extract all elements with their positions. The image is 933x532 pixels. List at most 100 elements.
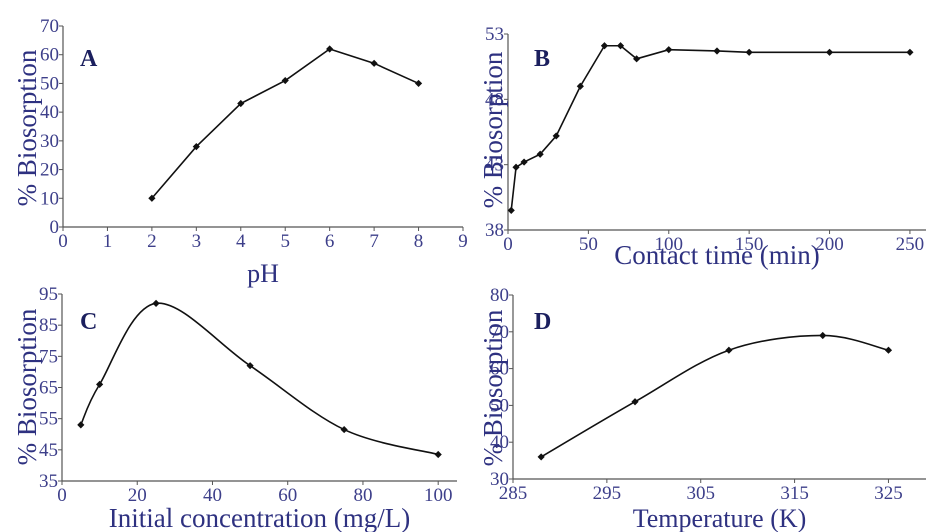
x-tick-label: 6 — [325, 231, 335, 252]
y-tick-label: 55 — [39, 409, 58, 430]
x-tick-label: 80 — [353, 485, 372, 506]
series-line — [151, 48, 419, 199]
x-axis-title: Contact time (min) — [614, 240, 819, 270]
x-tick-label: 20 — [128, 485, 147, 506]
x-axis-title: Initial concentration (mg/L) — [109, 503, 410, 532]
data-point-marker — [340, 425, 348, 434]
y-tick-label: 95 — [39, 284, 58, 305]
y-tick-label: 53 — [485, 24, 504, 45]
y-tick-label: 30 — [490, 469, 509, 490]
panel-label: A — [80, 46, 98, 72]
x-axis-title: pH — [247, 259, 279, 288]
data-point-marker — [148, 194, 156, 202]
y-axis-title: % Biosorption — [478, 51, 508, 208]
data-point-marker — [713, 47, 721, 55]
y-tick-label: 38 — [485, 220, 504, 241]
x-tick-label: 200 — [815, 234, 844, 255]
data-point-marker — [906, 48, 914, 56]
y-tick-label: 10 — [40, 188, 59, 209]
x-tick-label: 5 — [280, 231, 290, 252]
data-point-marker — [520, 158, 528, 166]
data-point-marker — [152, 299, 160, 307]
data-point-marker — [507, 206, 515, 214]
data-point-marker — [825, 48, 834, 56]
data-point-marker — [512, 163, 520, 171]
x-tick-label: 150 — [735, 234, 764, 255]
y-tick-label: 50 — [490, 395, 509, 416]
data-point-marker — [616, 42, 625, 50]
y-axis-title: % Biosorption — [12, 308, 42, 465]
data-point-marker — [631, 398, 639, 406]
x-tick-label: 305 — [686, 483, 715, 504]
data-point-marker — [552, 132, 560, 140]
y-tick-label: 70 — [490, 322, 509, 343]
data-point-marker — [600, 42, 609, 50]
x-tick-label: 325 — [874, 483, 903, 504]
data-point-marker — [77, 421, 85, 429]
y-tick-label: 40 — [490, 432, 509, 453]
panel-label: B — [534, 46, 550, 72]
y-tick-label: 75 — [39, 346, 58, 367]
x-tick-label: 0 — [503, 234, 513, 255]
data-point-marker — [536, 150, 544, 158]
x-tick-label: 40 — [203, 485, 222, 506]
x-tick-label: 250 — [896, 234, 925, 255]
data-point-marker — [725, 346, 733, 354]
x-tick-label: 60 — [278, 485, 297, 506]
x-tick-label: 9 — [458, 231, 468, 252]
y-tick-label: 70 — [40, 16, 59, 37]
x-tick-label: 285 — [499, 483, 528, 504]
panel-label: D — [534, 309, 551, 335]
y-tick-label: 40 — [40, 102, 59, 123]
y-axis-title: % Biosorption — [12, 49, 42, 206]
y-tick-label: 60 — [490, 359, 509, 380]
y-tick-label: 43 — [485, 155, 504, 176]
x-tick-label: 3 — [192, 231, 202, 252]
data-point-marker — [370, 59, 378, 67]
data-point-marker — [237, 99, 245, 108]
series-line — [510, 44, 910, 211]
x-axis-title: Temperature (K) — [633, 504, 807, 532]
panel-a: 0 10 20 30 40 50 60 70 0 1 2 3 4 5 6 7 8 9 pH % Biosorption… — [12, 16, 468, 288]
y-tick-label: 65 — [39, 378, 58, 399]
x-tick-label: 2 — [147, 231, 157, 252]
y-tick-label: 80 — [490, 285, 509, 306]
x-tick-label: 50 — [579, 234, 598, 255]
data-point-marker — [633, 55, 641, 63]
data-point-marker — [326, 45, 334, 53]
y-tick-label: 60 — [40, 45, 59, 66]
x-tick-label: 100 — [424, 485, 453, 506]
x-tick-label: 0 — [58, 231, 68, 252]
series-line — [80, 302, 439, 456]
panel-label: C — [80, 309, 97, 335]
data-point-marker — [281, 76, 289, 85]
panel-c: 35 45 55 65 75 85 95 0 20 40 60 80 100 Initial concen… — [12, 284, 457, 532]
y-tick-label: 20 — [40, 160, 59, 181]
data-point-marker — [96, 380, 104, 388]
x-tick-label: 8 — [414, 231, 424, 252]
x-tick-label: 4 — [236, 231, 246, 252]
data-point-marker — [819, 331, 827, 340]
data-point-marker — [884, 346, 893, 354]
x-tick-label: 295 — [593, 483, 622, 504]
data-point-marker — [192, 143, 200, 151]
x-tick-label: 100 — [655, 234, 684, 255]
data-point-marker — [665, 46, 673, 54]
y-tick-label: 35 — [39, 471, 58, 492]
data-point-marker — [537, 453, 545, 461]
data-point-marker — [576, 82, 584, 90]
y-tick-label: 45 — [39, 440, 58, 461]
y-axis-title: % Biosorption — [478, 309, 508, 466]
x-tick-label: 315 — [780, 483, 809, 504]
series-line — [540, 334, 889, 458]
data-point-marker — [414, 79, 423, 88]
data-point-marker — [434, 450, 442, 459]
x-tick-label: 1 — [103, 231, 113, 252]
y-tick-label: 50 — [40, 73, 59, 94]
panel-b: 38 43 48 53 0 50 100 150 200 250 Contact time (min… — [478, 24, 926, 270]
x-tick-label: 0 — [57, 485, 67, 506]
data-point-marker — [246, 362, 254, 370]
y-tick-label: 0 — [50, 217, 60, 238]
y-tick-label: 30 — [40, 131, 59, 152]
